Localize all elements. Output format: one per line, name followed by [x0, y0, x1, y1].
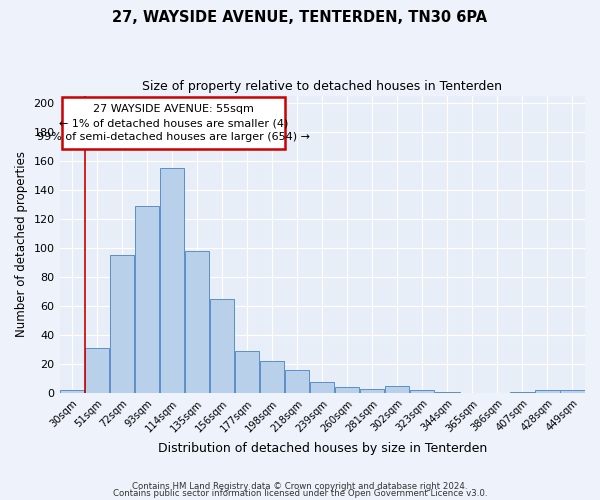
Text: 27, WAYSIDE AVENUE, TENTERDEN, TN30 6PA: 27, WAYSIDE AVENUE, TENTERDEN, TN30 6PA [112, 10, 488, 25]
Bar [160, 168, 184, 393]
Bar [60, 390, 84, 393]
Bar [260, 361, 284, 393]
Bar [285, 370, 310, 393]
Bar [535, 390, 560, 393]
X-axis label: Distribution of detached houses by size in Tenterden: Distribution of detached houses by size … [158, 442, 487, 455]
Bar [435, 392, 460, 393]
Title: Size of property relative to detached houses in Tenterden: Size of property relative to detached ho… [142, 80, 502, 93]
Bar [210, 299, 235, 393]
Bar [385, 386, 409, 393]
Text: 27 WAYSIDE AVENUE: 55sqm
← 1% of detached houses are smaller (4)
99% of semi-det: 27 WAYSIDE AVENUE: 55sqm ← 1% of detache… [37, 104, 310, 142]
Bar [511, 392, 535, 393]
Bar [110, 256, 134, 393]
Bar [85, 348, 109, 393]
Text: Contains public sector information licensed under the Open Government Licence v3: Contains public sector information licen… [113, 490, 487, 498]
Bar [310, 382, 334, 393]
Bar [560, 390, 584, 393]
Y-axis label: Number of detached properties: Number of detached properties [15, 152, 28, 338]
Bar [135, 206, 159, 393]
Bar [410, 390, 434, 393]
Text: Contains HM Land Registry data © Crown copyright and database right 2024.: Contains HM Land Registry data © Crown c… [132, 482, 468, 491]
Bar [360, 389, 385, 393]
Bar [235, 351, 259, 393]
Bar [185, 251, 209, 393]
FancyBboxPatch shape [62, 97, 285, 150]
Bar [335, 388, 359, 393]
